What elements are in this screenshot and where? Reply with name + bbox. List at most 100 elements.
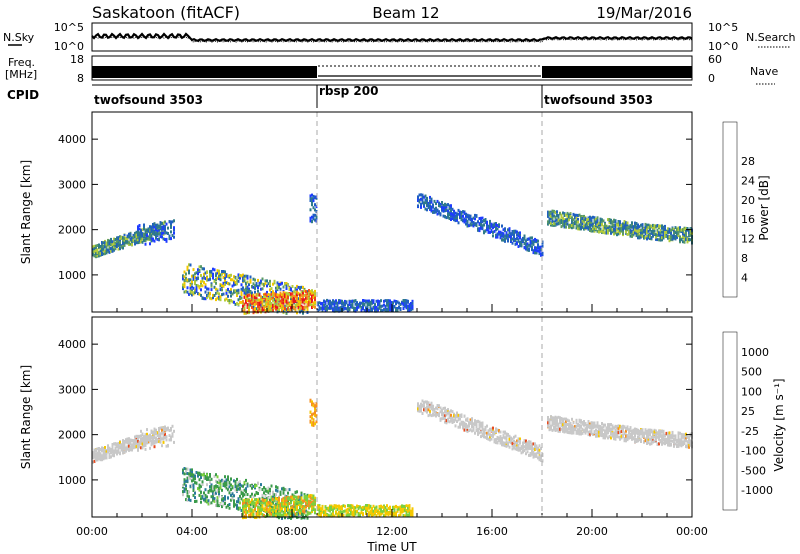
echo-cell: [206, 499, 208, 503]
echo-cell: [221, 293, 223, 297]
echo-cell: [156, 223, 159, 227]
echo-cell: [480, 219, 482, 223]
echo-cell: [288, 496, 291, 500]
echo-cell: [314, 208, 316, 212]
echo-cell: [616, 223, 618, 227]
echo-cell: [351, 513, 354, 517]
echo-cell: [119, 241, 121, 245]
echo-cell: [284, 304, 286, 308]
echo-cell: [537, 239, 539, 243]
echo-cell: [311, 215, 313, 219]
echo-cell: [302, 307, 304, 311]
echo-cell: [418, 193, 421, 197]
echo-cell: [614, 229, 617, 233]
echo-cell: [306, 510, 309, 514]
echo-cell: [218, 486, 220, 490]
echo-cell: [528, 243, 530, 247]
echo-cell: [339, 299, 342, 303]
echo-cell: [408, 303, 411, 307]
echo-cell: [294, 295, 297, 299]
echo-cell: [519, 244, 521, 248]
echo-cell: [120, 443, 123, 447]
echo-cell: [575, 213, 578, 217]
echo-cell: [246, 484, 249, 488]
echo-cell: [213, 497, 216, 501]
echo-cell: [210, 288, 213, 292]
echo-cell: [257, 278, 259, 282]
echo-cell: [245, 478, 247, 482]
echo-cell: [237, 483, 240, 487]
echo-cell: [439, 204, 442, 208]
echo-cell: [523, 241, 526, 245]
echo-cell: [275, 509, 277, 513]
echo-cell: [101, 250, 103, 253]
echo-cell: [186, 266, 189, 270]
echo-cell: [170, 427, 172, 430]
echo-cell: [644, 222, 647, 226]
echo-cell: [162, 433, 165, 437]
echo-cell: [257, 286, 259, 289]
echo-cell: [378, 302, 381, 306]
echo-cell: [587, 227, 590, 231]
echo-cell: [95, 244, 97, 248]
echo-cell: [453, 214, 455, 218]
echo-cell: [602, 231, 605, 234]
echo-cell: [122, 449, 124, 452]
echo-cell: [173, 429, 175, 433]
echo-cell: [198, 265, 201, 269]
echo-cell: [490, 224, 493, 228]
echo-cell: [338, 514, 340, 518]
echo-cell: [158, 224, 160, 228]
echo-cell: [312, 206, 315, 210]
echo-cell: [318, 307, 321, 311]
echo-cell: [423, 195, 425, 199]
echo-cell: [183, 472, 186, 476]
echo-cell: [514, 229, 517, 233]
echo-cell: [182, 471, 184, 475]
echo-cell: [577, 220, 579, 224]
echo-cell: [155, 428, 157, 432]
echo-cell: [237, 288, 240, 292]
echo-cell: [243, 498, 246, 502]
echo-cell: [459, 216, 461, 220]
echo-cell: [266, 279, 268, 283]
echo-cell: [98, 243, 100, 247]
echo-cell: [311, 500, 313, 504]
echo-cell: [404, 304, 406, 308]
echo-cell: [248, 308, 250, 312]
echo-cell: [312, 199, 315, 203]
echo-cell: [104, 245, 106, 249]
echo-cell: [335, 306, 337, 310]
echo-cell: [141, 228, 144, 232]
echo-cell: [170, 438, 172, 442]
echo-cell: [149, 433, 151, 437]
echo-cell: [150, 436, 153, 439]
echo-cell: [676, 235, 678, 239]
echo-cell: [433, 210, 436, 213]
echo-cell: [225, 274, 228, 278]
echo-cell: [299, 300, 301, 304]
echo-cell: [92, 460, 94, 464]
echo-cell: [532, 251, 535, 255]
echo-cell: [231, 497, 234, 501]
echo-cell: [484, 229, 487, 233]
echo-cell: [677, 228, 680, 232]
echo-cell: [332, 505, 334, 509]
echo-cell: [356, 308, 358, 312]
echo-cell: [565, 225, 567, 229]
echo-cell: [405, 299, 408, 303]
echo-cell: [245, 288, 247, 292]
echo-cell: [219, 295, 222, 299]
echo-cell: [146, 428, 148, 432]
echo-cell: [285, 308, 288, 312]
echo-cell: [215, 274, 217, 278]
echo-cell: [201, 482, 204, 486]
echo-cell: [682, 229, 684, 232]
echo-cell: [240, 290, 243, 294]
echo-cell: [541, 252, 544, 256]
echo-cell: [519, 231, 521, 235]
echo-cell: [278, 295, 280, 299]
echo-cell: [305, 495, 307, 498]
echo-cell: [149, 227, 151, 231]
